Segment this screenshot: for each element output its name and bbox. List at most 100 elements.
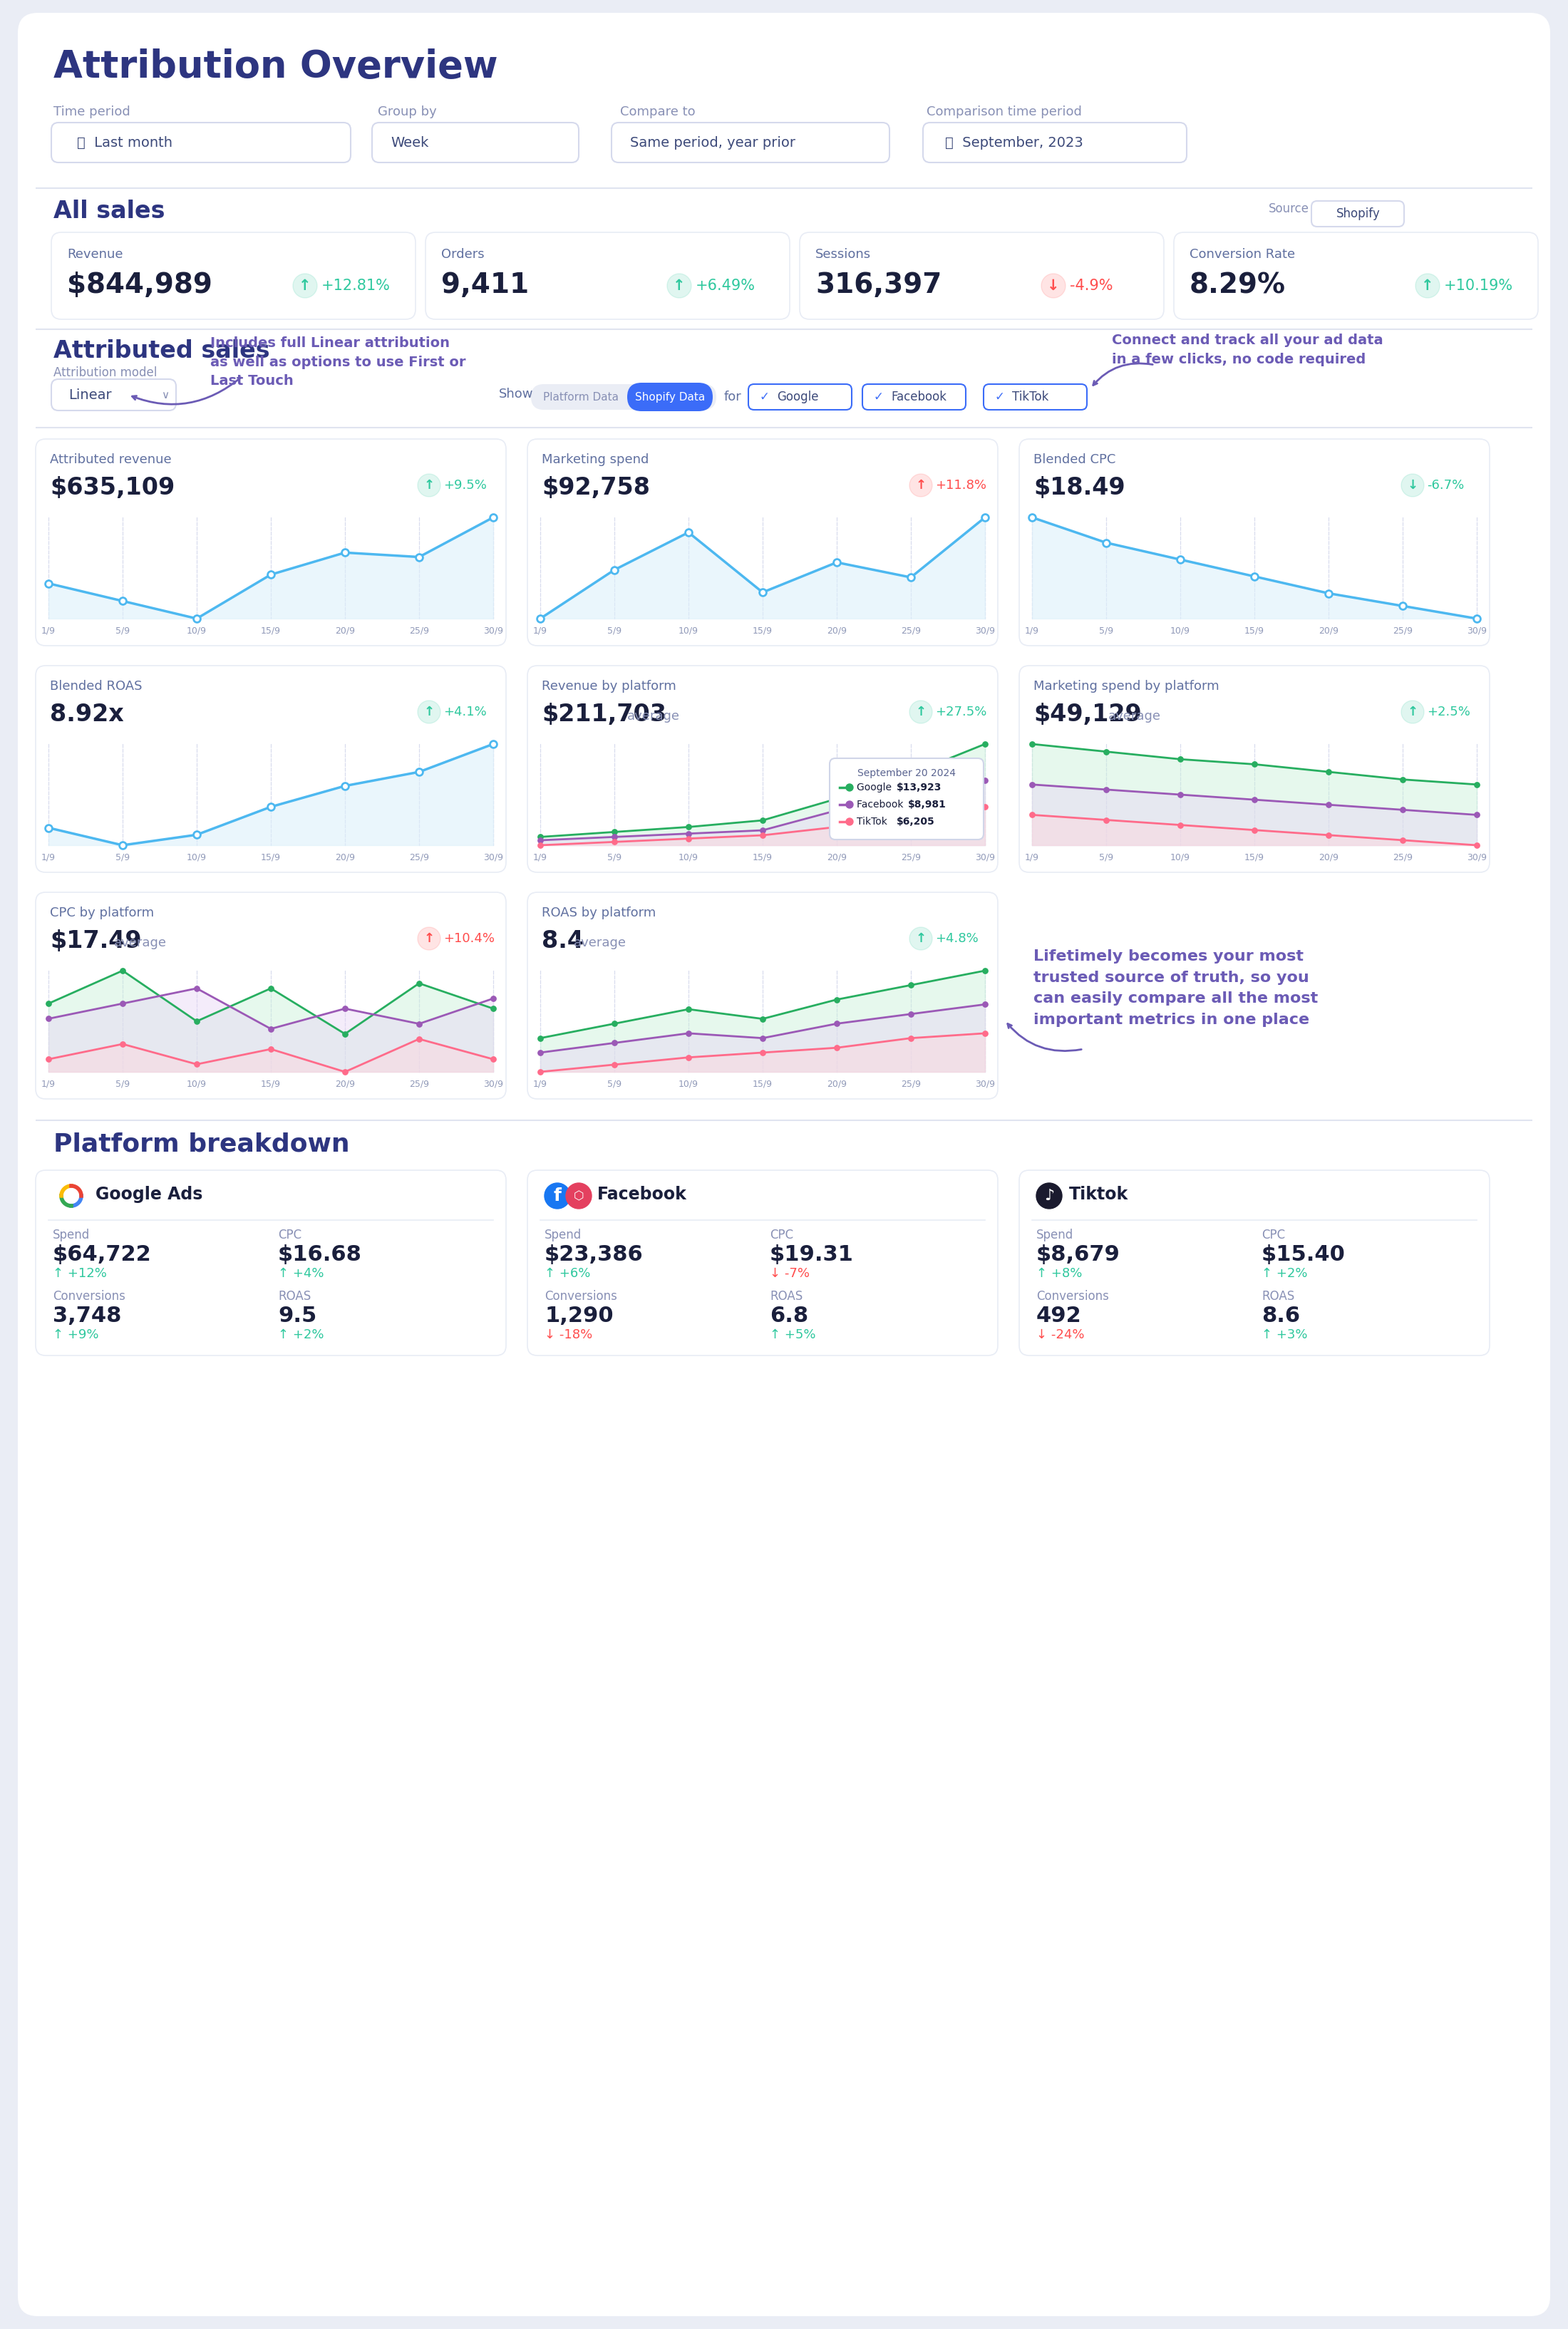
Point (750, 1020, 775, 1057)
Text: 15/9: 15/9 (1245, 852, 1264, 862)
Point (1019, 724, 1044, 762)
Text: +27.5%: +27.5% (935, 706, 986, 717)
Text: ⎙  September, 2023: ⎙ September, 2023 (946, 135, 1083, 149)
Point (36, 564, 61, 601)
Point (1168, 806, 1193, 843)
Text: ✓: ✓ (996, 391, 1005, 403)
Point (676, 1039, 701, 1076)
Text: ↑ +4%: ↑ +4% (278, 1267, 325, 1281)
Text: ↑ +3%: ↑ +3% (1262, 1328, 1308, 1342)
Point (1316, 787, 1341, 824)
Point (36, 985, 61, 1022)
Text: CPC: CPC (770, 1230, 793, 1241)
Point (110, 985, 135, 1022)
Text: Orders: Orders (441, 247, 485, 261)
Point (528, 817, 554, 855)
Point (898, 559, 924, 596)
Text: ↓: ↓ (1406, 480, 1417, 491)
Text: 5/9: 5/9 (607, 1078, 621, 1088)
Point (750, 573, 775, 610)
FancyBboxPatch shape (1019, 666, 1490, 873)
FancyBboxPatch shape (527, 892, 997, 1099)
Text: Facebook: Facebook (597, 1185, 687, 1204)
Text: ↑: ↑ (423, 706, 434, 717)
FancyBboxPatch shape (862, 384, 966, 410)
Point (1019, 498, 1044, 536)
Point (972, 790, 997, 827)
Point (259, 557, 284, 594)
Text: 20/9: 20/9 (336, 627, 354, 636)
Point (259, 1011, 284, 1048)
Text: Conversions: Conversions (1036, 1290, 1109, 1302)
Circle shape (544, 1183, 571, 1209)
Text: 10/9: 10/9 (187, 627, 207, 636)
Text: ↓ -24%: ↓ -24% (1036, 1328, 1085, 1342)
Point (972, 724, 997, 762)
FancyBboxPatch shape (532, 384, 717, 410)
Text: +11.8%: +11.8% (935, 480, 986, 491)
Text: TikTok: TikTok (1011, 391, 1049, 403)
Text: 5/9: 5/9 (116, 852, 130, 862)
Text: $49,129: $49,129 (1033, 703, 1142, 727)
Text: 30/9: 30/9 (975, 852, 996, 862)
Text: 5/9: 5/9 (116, 1078, 130, 1088)
Point (602, 1006, 627, 1043)
Circle shape (417, 927, 441, 950)
Text: +10.19%: +10.19% (1444, 279, 1513, 293)
FancyBboxPatch shape (527, 438, 997, 645)
Point (481, 1041, 506, 1078)
Text: $17.49: $17.49 (50, 929, 141, 953)
Text: Google: Google (856, 783, 898, 792)
Point (1093, 801, 1118, 838)
Text: 15/9: 15/9 (1245, 627, 1264, 636)
Text: ↑ +9%: ↑ +9% (53, 1328, 99, 1342)
Point (406, 752, 431, 790)
Point (676, 990, 701, 1027)
Point (750, 1034, 775, 1071)
Text: +4.1%: +4.1% (444, 706, 486, 717)
Text: 20/9: 20/9 (336, 1078, 354, 1088)
Text: $92,758: $92,758 (541, 475, 651, 501)
Text: 30/9: 30/9 (483, 1078, 503, 1088)
FancyBboxPatch shape (36, 892, 506, 1099)
FancyBboxPatch shape (612, 123, 889, 163)
Text: 25/9: 25/9 (902, 1078, 920, 1088)
FancyBboxPatch shape (17, 14, 1551, 2315)
Point (1465, 797, 1490, 834)
Point (1168, 741, 1193, 778)
FancyBboxPatch shape (800, 233, 1163, 319)
Text: Conversions: Conversions (53, 1290, 125, 1302)
Point (406, 538, 431, 575)
Text: 20/9: 20/9 (336, 852, 354, 862)
Circle shape (566, 1183, 591, 1209)
Point (602, 552, 627, 589)
Text: 10/9: 10/9 (1170, 852, 1190, 862)
Point (528, 1034, 554, 1071)
Point (676, 820, 701, 857)
Text: Blended ROAS: Blended ROAS (50, 680, 143, 692)
FancyBboxPatch shape (829, 759, 983, 838)
Point (528, 1020, 554, 1057)
Point (481, 498, 506, 536)
Text: ✓: ✓ (760, 391, 770, 403)
Text: ↑: ↑ (1421, 279, 1433, 293)
Point (602, 1025, 627, 1062)
Text: 30/9: 30/9 (975, 1078, 996, 1088)
Text: Shopify Data: Shopify Data (635, 391, 706, 403)
Point (1316, 752, 1341, 790)
Text: Tiktok: Tiktok (1069, 1185, 1129, 1204)
Text: All sales: All sales (53, 200, 165, 224)
Text: Compare to: Compare to (619, 105, 695, 119)
FancyBboxPatch shape (52, 233, 416, 319)
Point (1168, 776, 1193, 813)
Point (1465, 601, 1490, 638)
Point (481, 724, 506, 762)
Point (1391, 587, 1416, 624)
Text: Revenue by platform: Revenue by platform (541, 680, 676, 692)
Point (676, 515, 701, 552)
Text: 25/9: 25/9 (409, 627, 430, 636)
Point (183, 1001, 209, 1039)
Text: ↓: ↓ (1047, 279, 1060, 293)
Circle shape (1402, 473, 1424, 496)
Point (825, 981, 850, 1018)
